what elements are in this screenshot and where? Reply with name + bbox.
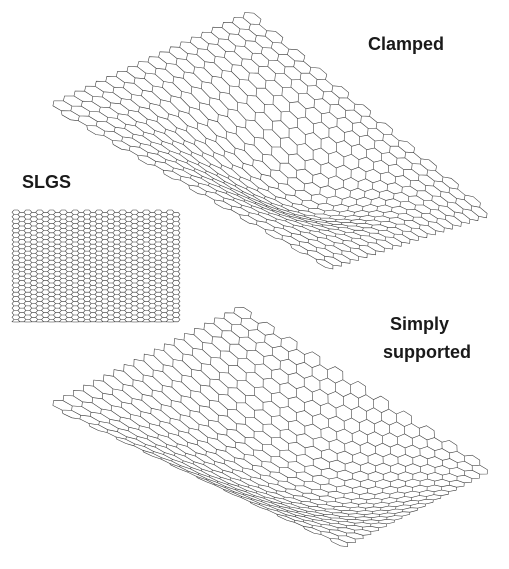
- flat-sheet: [11, 209, 181, 323]
- simply-label-line1: Simply: [390, 314, 449, 334]
- simply-label-line2: supported: [383, 342, 471, 362]
- clamped-sheet: [52, 12, 488, 270]
- clamped-label: Clamped: [368, 34, 444, 54]
- slgs-label: SLGS: [22, 172, 71, 192]
- simply-supported-sheet: [52, 307, 488, 547]
- meshes: [11, 12, 488, 547]
